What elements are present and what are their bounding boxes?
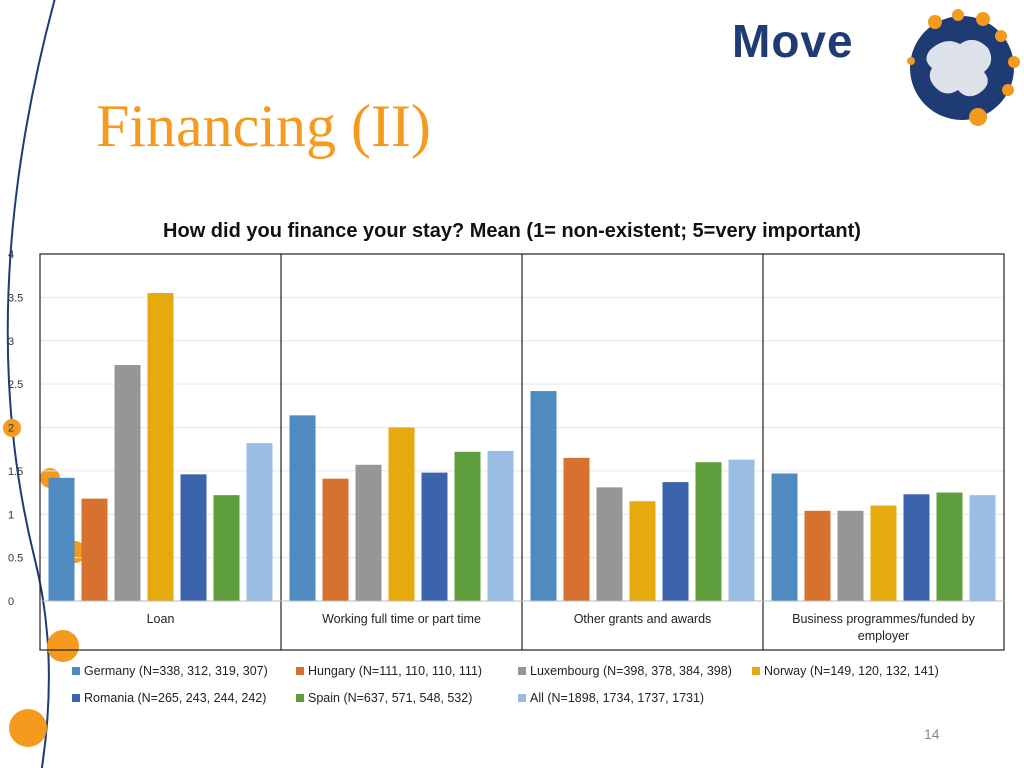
legend-item: All (N=1898, 1734, 1737, 1731): [518, 691, 752, 705]
legend-label: Hungary (N=111, 110, 110, 111): [308, 663, 483, 678]
page-number: 14: [924, 726, 940, 742]
chart-legend: Germany (N=338, 312, 319, 307) Hungary (N…: [72, 657, 972, 711]
legend-item: Hungary (N=111, 110, 110, 111): [296, 664, 518, 678]
decorative-arc: [6, 0, 56, 768]
y-tick-label: 3.5: [8, 292, 23, 304]
chart-title: How did you finance your stay? Mean (1= …: [163, 220, 861, 242]
bar: [662, 482, 689, 601]
bar: [147, 293, 174, 601]
bar: [563, 457, 590, 601]
legend-item: Luxembourg (N=398, 378, 384, 398): [518, 664, 752, 678]
bar: [596, 487, 623, 601]
legend-item: Norway (N=149, 120, 132, 141): [752, 664, 952, 678]
bar: [936, 492, 963, 601]
bar: [421, 472, 448, 601]
bar: [728, 459, 755, 601]
slide-title: Financing (II): [96, 93, 431, 159]
y-tick-label: 0.5: [8, 553, 23, 565]
x-category-label: Loan: [147, 612, 175, 626]
legend-item: Romania (N=265, 243, 244, 242): [72, 691, 296, 705]
legend-row: Germany (N=338, 312, 319, 307) Hungary (N…: [72, 657, 972, 684]
europe-globe-icon: [907, 9, 1020, 126]
decorative-dot: [3, 419, 21, 437]
y-tick-label: 4: [8, 249, 14, 261]
bar: [629, 501, 656, 601]
legend-label: Romania (N=265, 243, 244, 242): [84, 690, 267, 705]
chart-frame: [39, 253, 1005, 651]
bar: [903, 494, 930, 601]
legend-swatch: [296, 666, 304, 675]
y-tick-label: 1.5: [8, 466, 23, 478]
y-tick-label: 2: [8, 423, 14, 435]
legend-item: Spain (N=637, 571, 548, 532): [296, 691, 518, 705]
legend-label: Germany (N=338, 312, 319, 307): [84, 663, 268, 678]
bar: [388, 427, 415, 601]
bar: [81, 498, 108, 601]
y-tick-label: 0: [8, 596, 14, 608]
bar: [180, 474, 207, 601]
legend-swatch: [518, 693, 526, 702]
decorative-dot: [47, 630, 79, 662]
legend-swatch: [72, 666, 80, 675]
bar: [246, 443, 273, 601]
bar: [969, 495, 996, 601]
bar: [48, 477, 75, 601]
y-tick-label: 2.5: [8, 379, 23, 391]
decorative-dot: [9, 709, 47, 747]
x-category-label: Business programmes/funded by employer: [792, 612, 975, 643]
bar: [695, 462, 722, 601]
bar: [355, 464, 382, 601]
bars: [48, 293, 996, 601]
legend-swatch: [72, 693, 80, 702]
legend-item: Germany (N=338, 312, 319, 307): [72, 664, 296, 678]
legend-row: Romania (N=265, 243, 244, 242) Spain (N=6…: [72, 684, 972, 711]
x-category-label: Other grants and awards: [574, 612, 712, 626]
bar: [870, 505, 897, 601]
y-axis-ticks: 0 0.5 1 1.5 2 2.5 3 3.5 4: [8, 249, 23, 608]
bar: [530, 391, 557, 601]
legend-label: All (N=1898, 1734, 1737, 1731): [530, 690, 705, 705]
bar-chart: 0 0.5 1 1.5 2 2.5 3 3.5 4 Loan Working full time …: [8, 249, 1005, 651]
legend-swatch: [296, 693, 304, 702]
bar: [771, 473, 798, 601]
x-category-label: Working full time or part time: [322, 612, 481, 626]
y-tick-label: 3: [8, 336, 14, 348]
bar: [213, 495, 240, 601]
bar: [114, 365, 141, 601]
bar: [289, 415, 316, 601]
bar: [837, 510, 864, 601]
y-tick-label: 1: [8, 509, 14, 521]
legend-swatch: [752, 666, 760, 675]
bar: [454, 451, 481, 601]
legend-label: Luxembourg (N=398, 378, 384, 398): [530, 663, 732, 678]
bar: [487, 450, 514, 601]
legend-swatch: [518, 666, 526, 675]
x-axis-labels: Loan Working full time or part time Other …: [147, 612, 976, 643]
legend-label: Spain (N=637, 571, 548, 532): [308, 690, 473, 705]
logo-text: Move: [732, 15, 854, 67]
bar: [322, 478, 349, 601]
legend-label: Norway (N=149, 120, 132, 141): [764, 663, 939, 678]
bar: [804, 510, 831, 601]
